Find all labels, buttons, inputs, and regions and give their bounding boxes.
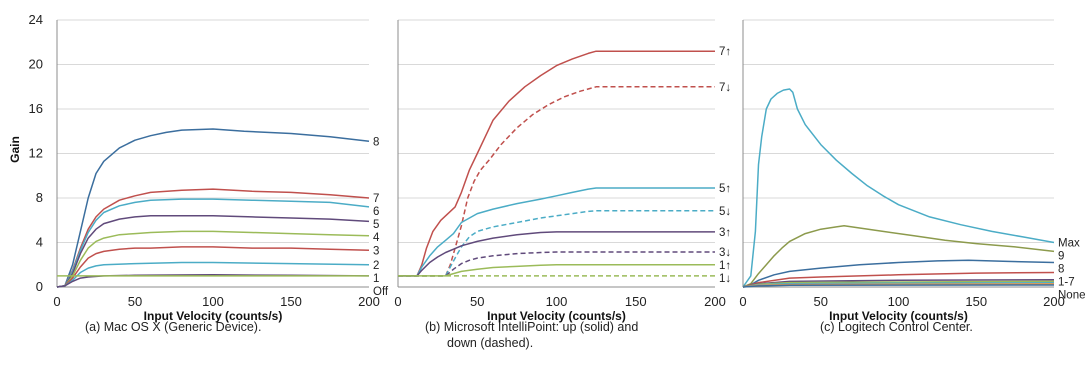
series-line-3 — [398, 231, 715, 277]
series-label: 6 — [373, 206, 379, 218]
y-tick-label: 4 — [36, 235, 43, 250]
x-tick-label: 50 — [128, 294, 142, 309]
panel-caption: (b) Microsoft IntelliPoint: up (solid) a… — [425, 320, 638, 350]
series-label: 7↓ — [719, 82, 731, 94]
x-axis-title: Input Velocity (counts/s) — [487, 309, 626, 323]
y-tick-label: 12 — [29, 146, 43, 161]
x-tick-label: 200 — [1043, 294, 1065, 309]
chart-panel-3: 0 50 100 150 200 Input Velocity (counts/s) Max… — [739, 19, 1085, 334]
x-tick-label: 200 — [358, 294, 380, 309]
series-label: None — [1058, 290, 1085, 302]
series-label: 1↑ — [719, 260, 731, 272]
x-tick-label: 100 — [888, 294, 910, 309]
x-tick-label: 150 — [280, 294, 302, 309]
x-tick-label: 0 — [394, 294, 401, 309]
series-label: 5 — [373, 219, 379, 231]
series-label: 2 — [373, 260, 379, 272]
x-tick-label: 50 — [814, 294, 828, 309]
series-label: 4 — [373, 232, 380, 244]
series-label: 3 — [373, 245, 379, 257]
x-tick-label: 0 — [53, 294, 60, 309]
y-tick-label: 0 — [36, 279, 43, 294]
series-line-3 — [56, 246, 370, 288]
series-label: 1↓ — [719, 273, 731, 285]
series-line-None — [742, 284, 1055, 288]
series-label: Off — [373, 286, 389, 298]
series-line-1 — [398, 264, 715, 277]
series-line-17 — [742, 271, 1055, 288]
x-tick-label: 150 — [625, 294, 647, 309]
series-label: 1-7 — [1058, 277, 1075, 289]
series-label: Max — [1058, 238, 1080, 250]
x-tick-label: 50 — [470, 294, 484, 309]
x-tick-label: 150 — [965, 294, 987, 309]
x-axis-title: Input Velocity (counts/s) — [829, 309, 968, 323]
y-tick-label: 8 — [36, 190, 43, 205]
series-label: 8 — [1058, 264, 1064, 276]
series-label: 3↑ — [719, 227, 731, 239]
series-line-2 — [56, 261, 370, 288]
series-label: 1 — [373, 273, 379, 285]
series-line-Max — [742, 88, 1055, 288]
series-line-5 — [398, 210, 715, 277]
series-label: 7↑ — [719, 46, 731, 58]
x-axis-title: Input Velocity (counts/s) — [144, 309, 283, 323]
chart-panel-2: 0 50 100 150 200 Input Velocity (counts/s) 7↑ 7… — [394, 19, 731, 350]
series-label: 5↓ — [719, 206, 731, 218]
panel-caption: (a) Mac OS X (Generic Device). — [85, 320, 261, 334]
series-label: 8 — [373, 136, 379, 148]
series-label: 9 — [1058, 251, 1064, 263]
x-tick-label: 100 — [546, 294, 568, 309]
x-tick-label: 0 — [739, 294, 746, 309]
series-line-9 — [742, 225, 1055, 288]
series-line-8 — [742, 259, 1055, 288]
y-axis-title: Gain — [8, 136, 22, 163]
y-tick-label: 24 — [29, 12, 43, 27]
panel-caption: (c) Logitech Control Center. — [820, 320, 973, 334]
series-line-8 — [56, 128, 370, 288]
series-label: 3↓ — [719, 247, 731, 259]
x-tick-label: 200 — [704, 294, 726, 309]
series-line-3 — [398, 251, 715, 277]
series-label: 5↑ — [719, 183, 731, 195]
y-tick-label: 20 — [29, 57, 43, 72]
x-tick-label: 100 — [202, 294, 224, 309]
y-tick-label: 16 — [29, 101, 43, 116]
series-line-7 — [398, 86, 715, 277]
series-line-6 — [56, 198, 370, 288]
series-line-5 — [56, 215, 370, 288]
series-label: 7 — [373, 193, 379, 205]
series-line-4 — [56, 230, 370, 288]
series-line-7 — [398, 50, 715, 277]
series-line-5 — [398, 187, 715, 277]
